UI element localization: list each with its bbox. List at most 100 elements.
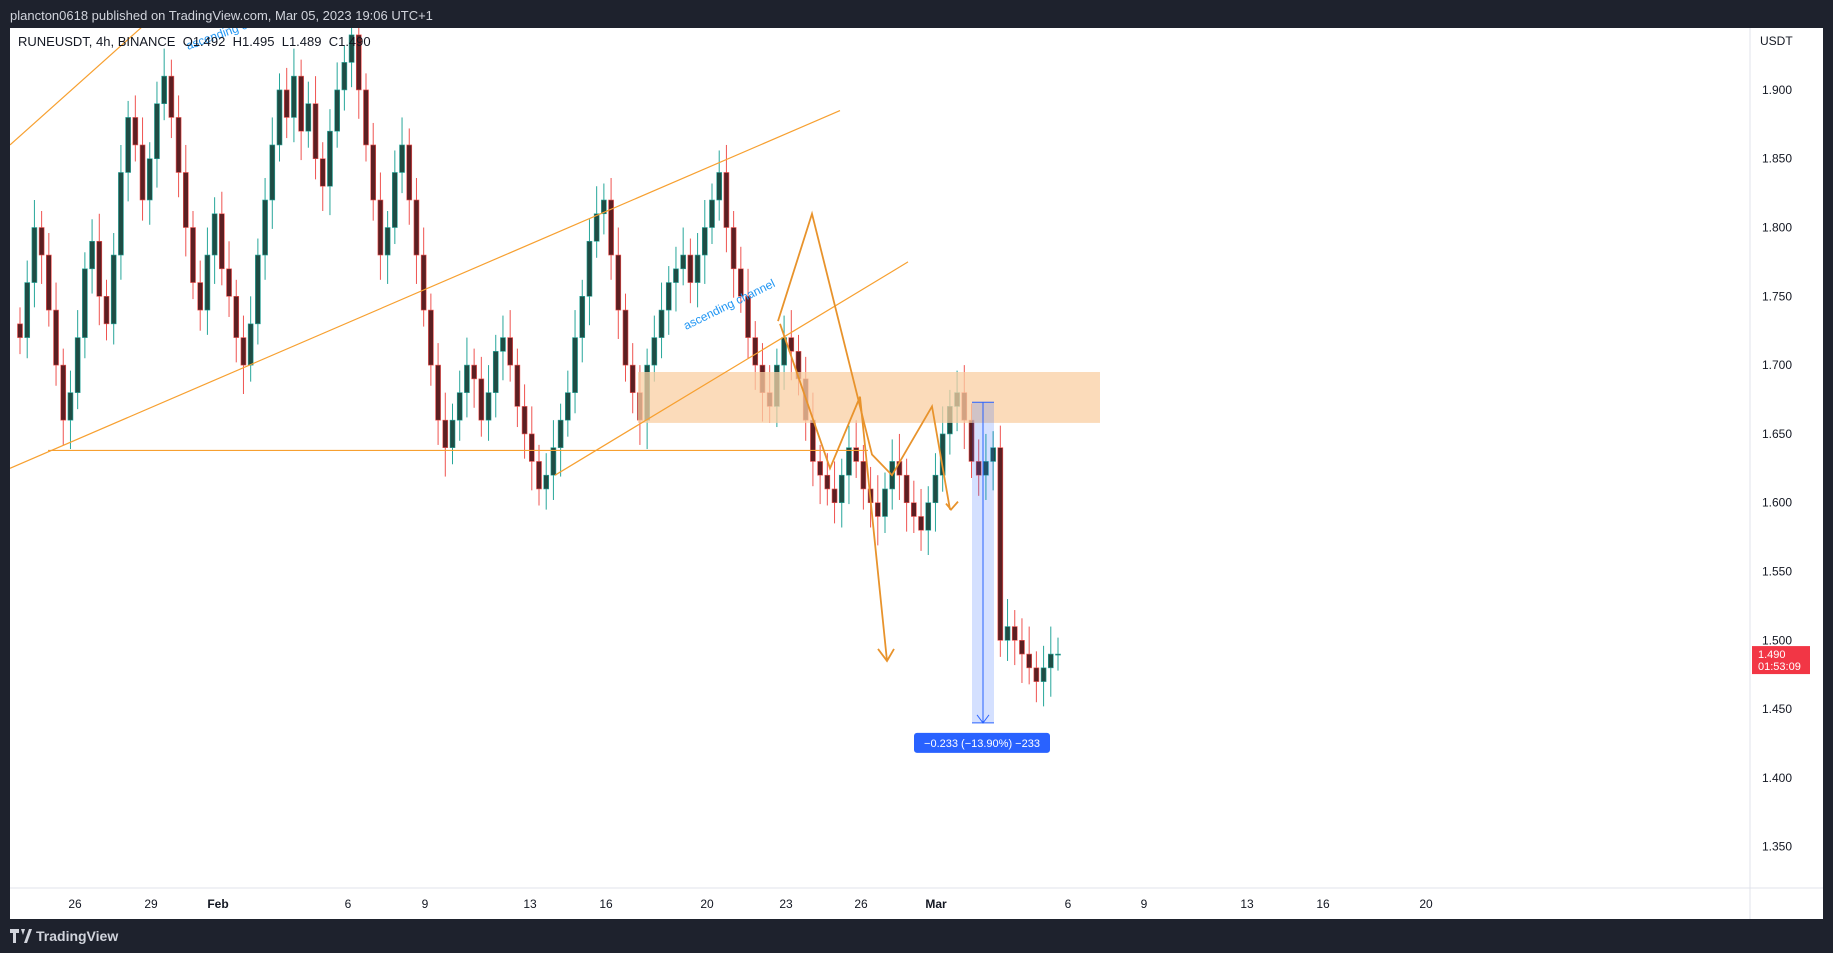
- y-tick-label: 1.500: [1762, 633, 1792, 647]
- chart-area[interactable]: USDT 1.900 1.850 1.800 1.750 1.700 1.650 1.600 1…: [9, 0, 1823, 919]
- candle-body: [874, 502, 881, 517]
- candle-body: [528, 433, 535, 462]
- candle-body: [370, 144, 377, 201]
- candle-body: [197, 282, 204, 311]
- price-chart[interactable]: USDT 1.900 1.850 1.800 1.750 1.700 1.650 1.600 1…: [9, 0, 1823, 919]
- y-tick-label: 1.450: [1762, 702, 1792, 716]
- candle-body: [543, 474, 550, 490]
- projection-path-1: [777, 210, 951, 510]
- candle-body: [456, 392, 463, 421]
- candle-body: [701, 227, 708, 256]
- y-tick-label: 1.800: [1762, 221, 1792, 235]
- candle-body: [615, 254, 622, 311]
- candle-body: [1004, 626, 1011, 641]
- candle-body: [355, 34, 362, 91]
- x-tick-label: 13: [523, 897, 537, 911]
- candle-body: [82, 268, 88, 338]
- candle-body: [521, 406, 528, 435]
- candle-body: [204, 254, 211, 311]
- y-tick-label: 1.550: [1762, 565, 1792, 579]
- measure-label: −0.233 (−13.90%) −233: [924, 738, 1040, 750]
- x-tick-label: 13: [1240, 897, 1254, 911]
- candle-body: [233, 296, 240, 338]
- candle-body: [182, 172, 189, 228]
- candles-group: [17, 7, 1061, 707]
- y-tick-label: 1.350: [1762, 840, 1792, 854]
- candle-body: [586, 240, 593, 297]
- projection-arrowhead-small: [945, 501, 959, 511]
- trend-line: [9, 0, 173, 146]
- candle-body: [384, 227, 391, 256]
- candle-body: [860, 461, 867, 490]
- candle-body: [168, 75, 175, 118]
- countdown-label: 01:53:09: [1758, 661, 1801, 673]
- candle-body: [716, 172, 723, 201]
- candle-body: [673, 268, 679, 283]
- x-tick-label: 26: [854, 897, 868, 911]
- trend-line: [9, 110, 841, 469]
- candle-body: [420, 254, 427, 311]
- candle-body: [723, 172, 730, 228]
- candle-body: [579, 296, 586, 338]
- candle-body: [853, 447, 859, 462]
- x-tick-label: 29: [144, 897, 158, 911]
- candle-body: [190, 227, 196, 283]
- candle-body: [601, 199, 607, 215]
- candle-body: [406, 144, 413, 201]
- candle-body: [471, 364, 477, 380]
- candle-body: [536, 461, 542, 490]
- y-tick-label: 1.650: [1762, 427, 1792, 441]
- symbol-ohlc-line: RUNEUSDT, 4h, BINANCE O1.492 H1.495 L1.4…: [18, 34, 371, 49]
- y-tick-label: 1.850: [1762, 152, 1792, 166]
- x-tick-label: 9: [1141, 897, 1148, 911]
- candle-body: [911, 502, 917, 517]
- candle-body: [550, 447, 557, 476]
- candle-body: [1026, 653, 1032, 669]
- candle-body: [665, 282, 672, 311]
- candle-body: [500, 337, 506, 352]
- candle-body: [788, 337, 795, 352]
- candle-body: [557, 419, 564, 448]
- candle-body: [975, 461, 982, 476]
- measure-label-bg: [914, 732, 1050, 753]
- header-bar: plancton0618 published on TradingView.co…: [0, 0, 1833, 28]
- candle-body: [17, 323, 23, 338]
- candle-body: [226, 268, 232, 297]
- y-tick-label: 1.750: [1762, 289, 1792, 303]
- candle-body: [738, 268, 744, 297]
- candle-body: [74, 337, 81, 393]
- x-tick-label: 9: [422, 897, 429, 911]
- y-tick-label: 1.900: [1762, 83, 1792, 97]
- candle-body: [139, 144, 146, 201]
- candle-body: [276, 89, 283, 146]
- y-tick-label: 1.600: [1762, 496, 1792, 510]
- candle-body: [377, 199, 384, 256]
- footer-bar: TradingView: [0, 919, 1833, 953]
- candle-body: [118, 172, 124, 256]
- projection-arrowhead: [877, 648, 895, 663]
- candle-body: [125, 117, 131, 173]
- candle-body: [629, 364, 636, 393]
- candle-body: [593, 213, 600, 242]
- candle-body: [1033, 667, 1040, 682]
- candle-body: [319, 158, 326, 187]
- channel-label-mid: ascending channel: [681, 276, 777, 332]
- candle-body: [745, 296, 751, 338]
- candle-body: [413, 199, 420, 256]
- candle-body: [305, 103, 312, 132]
- candle-body: [89, 240, 95, 270]
- candle-body: [752, 337, 759, 366]
- candle-body: [514, 364, 521, 407]
- projection-path-2: [779, 323, 888, 662]
- candle-body: [327, 130, 333, 187]
- publish-info: plancton0618 published on TradingView.co…: [10, 8, 433, 23]
- candle-body: [608, 199, 614, 256]
- candle-body: [1019, 640, 1025, 655]
- candle-body: [269, 144, 276, 201]
- candle-body: [709, 199, 715, 228]
- candle-body: [428, 309, 434, 366]
- candle-body: [46, 254, 52, 311]
- tradingview-logo[interactable]: TradingView: [10, 928, 118, 944]
- candle-body: [817, 461, 823, 476]
- current-price-tag: [1752, 646, 1810, 675]
